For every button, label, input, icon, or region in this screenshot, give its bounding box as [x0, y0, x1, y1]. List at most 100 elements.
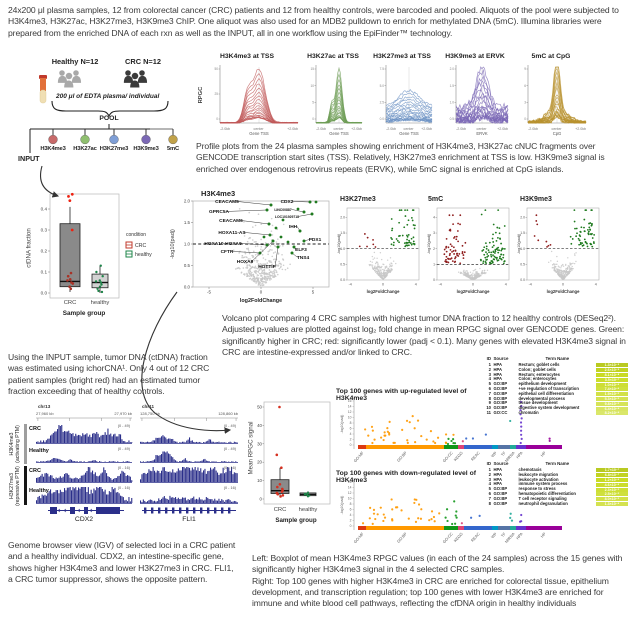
scatter-point — [388, 266, 391, 268]
x-axis-label: log2FoldChange — [457, 289, 490, 294]
coverage-bar — [158, 498, 160, 503]
coverage-bar — [127, 442, 129, 443]
coverage-bar — [149, 499, 151, 503]
up-point — [491, 246, 494, 249]
term-point — [420, 434, 423, 438]
term-point — [460, 522, 463, 525]
scatter-point — [468, 275, 470, 277]
scatter-point — [251, 265, 254, 268]
go-cell: 9 — [488, 400, 491, 406]
scatter-point — [569, 263, 571, 266]
coverage-bar — [148, 469, 150, 482]
profile-x-ticks: -2.0kb center +2.0kb — [456, 127, 508, 131]
crc-bright-point — [70, 228, 74, 232]
scatter-point — [565, 276, 567, 278]
coverage-bar — [89, 494, 91, 503]
y-tick-label: 0.4 — [41, 207, 48, 212]
coverage-bar — [71, 459, 73, 462]
scatter-point — [252, 277, 254, 280]
coverage-bar — [159, 437, 161, 443]
term-point — [361, 522, 365, 525]
term-point — [371, 429, 374, 432]
exon — [165, 507, 168, 514]
coverage-bar — [69, 487, 71, 503]
coverage-bar — [200, 468, 202, 482]
coverage-bar — [203, 500, 205, 503]
coverage-bar — [225, 472, 227, 482]
scatter-point — [474, 268, 477, 271]
coverage-bar — [47, 493, 49, 503]
scatter-point — [270, 217, 273, 220]
source-label: HP — [539, 531, 547, 539]
coverage-bar — [68, 460, 70, 462]
coverage-bar — [229, 441, 231, 443]
x-tick-label: 5 — [312, 290, 315, 295]
profile-x-ticks: -2.0kb center +2.0kb — [528, 127, 586, 131]
y-tick-label: 0 — [350, 443, 352, 447]
coverage-bar — [69, 477, 71, 482]
scatter-point — [379, 266, 381, 268]
coverage-bar — [97, 433, 99, 443]
coverage-bar — [151, 441, 153, 443]
coverage-bar — [210, 499, 212, 503]
coverage-bar — [187, 499, 189, 503]
coverage-bar — [43, 461, 45, 462]
scatter-point — [566, 275, 568, 277]
exon — [172, 507, 175, 514]
coverage-bar — [93, 432, 95, 443]
volcano-h3k27me3-panel: H3K27me3 -log10(padj) 2.0 1.5 1.0 0.5 0.0 -4 0… — [334, 196, 422, 300]
y-axis-label: -log10(padj) — [340, 415, 344, 434]
scatter-point — [273, 242, 276, 245]
coverage-bar — [218, 498, 220, 503]
scatter-point — [263, 276, 266, 278]
y-tick-label: 20 — [257, 460, 262, 465]
coverage-bar — [54, 458, 56, 462]
coverage-bar — [200, 499, 202, 503]
coverage-bar — [111, 436, 113, 443]
coverage-bar — [125, 475, 127, 482]
up-point — [494, 250, 497, 253]
tick-label: -2.0kb — [220, 127, 230, 131]
up-point — [589, 242, 592, 245]
go-table-row: 6 GO:BP hematopoietic differentiation 2.5×1… — [482, 491, 628, 497]
scatter-point — [263, 266, 266, 269]
scatter-point — [472, 270, 475, 272]
scatter-point — [255, 240, 257, 243]
term-point — [519, 400, 523, 404]
y-tick-label: 1 — [433, 263, 435, 267]
volcano-title: H3K4me3 — [201, 189, 236, 198]
down-point — [457, 255, 460, 257]
coverage-bar — [48, 438, 50, 443]
coverage-bar — [180, 498, 182, 503]
term-point — [371, 441, 374, 445]
coverage-bar — [205, 497, 207, 503]
profile-curve — [385, 96, 433, 111]
y-tick-label: 2 — [433, 247, 435, 251]
y-tick-label: 0.0 — [184, 285, 191, 290]
coverage-bar — [194, 442, 196, 443]
gene-label: IHH — [289, 224, 298, 230]
y-tick-label: 1.5 — [340, 231, 345, 235]
igv-h3k4me3-side-label: H3K4me3 (activating PTM) — [9, 425, 22, 463]
go-cell: GO:BP — [493, 486, 508, 492]
scatter-point — [560, 274, 562, 276]
source-label: HPA — [515, 450, 524, 459]
go-header-cell: ID — [486, 461, 491, 466]
crc-point — [280, 466, 283, 470]
pin-icon — [48, 134, 58, 145]
y-tick-label: 1.5 — [184, 220, 191, 225]
go-table-down: ID Source Term Name padj 1 HPA chemotaxis 1.7×1… — [482, 461, 628, 506]
coverage-bar — [208, 470, 210, 482]
coverage-bar — [221, 473, 223, 482]
source-strip — [498, 526, 510, 530]
scatter-point — [554, 269, 556, 272]
coverage-bar — [68, 430, 70, 443]
scatter-point — [277, 265, 279, 267]
up-point — [479, 258, 482, 261]
scatter-point — [378, 265, 380, 268]
y-tick-label: 1.0 — [340, 247, 345, 251]
coverage-bar — [156, 455, 158, 462]
igv-ruler — [140, 417, 238, 421]
gene-label: HOTTIP — [258, 264, 276, 270]
scatter-point — [268, 273, 270, 276]
